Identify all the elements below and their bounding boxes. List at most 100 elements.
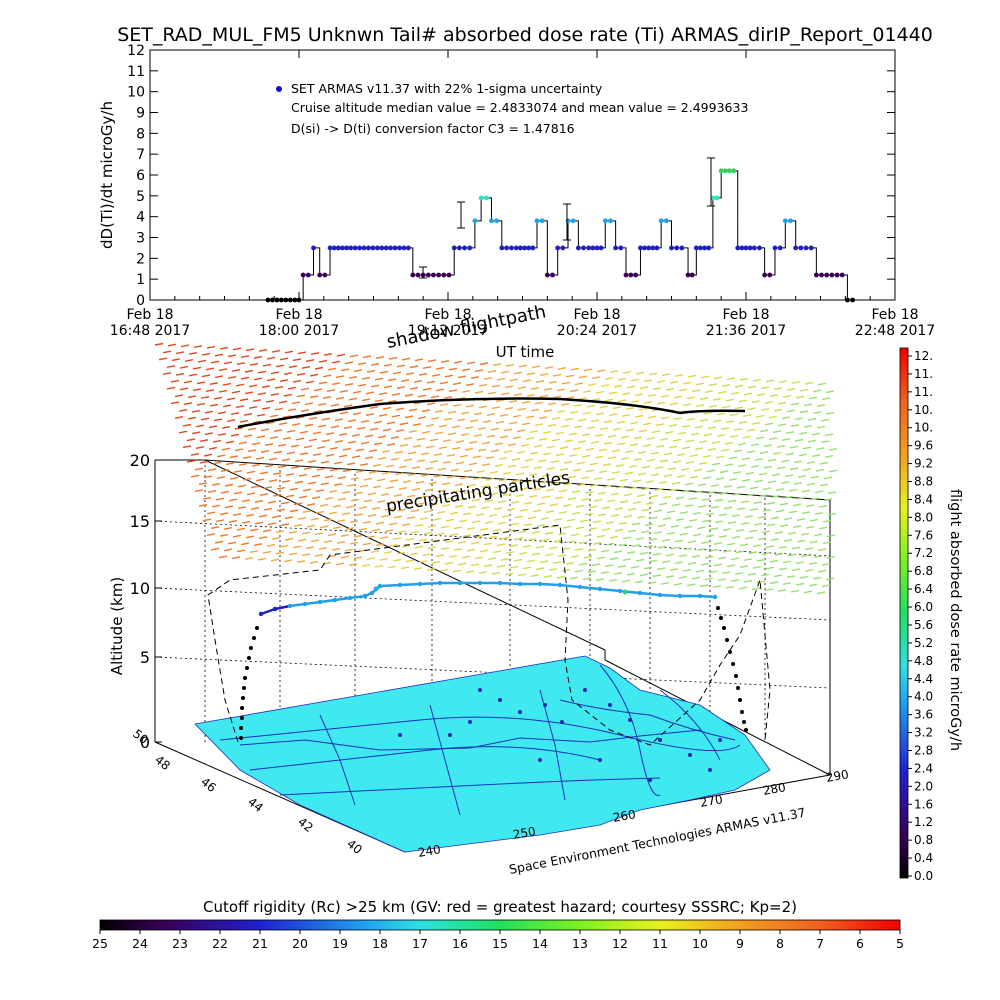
particle-dash [708, 570, 718, 574]
lat-tick-label: 44 [245, 795, 266, 815]
particle-dash [299, 430, 309, 434]
particle-dash [326, 389, 336, 393]
particle-dash [551, 438, 561, 442]
particle-dash [359, 463, 369, 466]
particle-dash [625, 407, 635, 410]
particle-dash [627, 507, 637, 511]
particle-dash [696, 548, 706, 552]
particle-dash [318, 547, 328, 550]
particle-dash [602, 484, 612, 488]
particle-dash [158, 357, 168, 361]
particle-dash [377, 456, 387, 460]
particle-dash [708, 383, 718, 387]
particle-dash [796, 539, 806, 543]
particle-dash [482, 420, 492, 423]
particle-dash [262, 363, 272, 367]
particle-dash [760, 407, 770, 411]
particle-dash [450, 490, 460, 494]
particle-dash [232, 534, 242, 538]
particle-dash [730, 578, 740, 582]
particle-dash [470, 376, 480, 380]
particle-dash [753, 522, 763, 526]
particle-dash [414, 358, 424, 362]
particle-dash [537, 480, 547, 484]
particle-dash [727, 521, 737, 525]
particle-dash [755, 414, 765, 418]
z-tick-label: 15 [130, 512, 150, 531]
particle-dash [426, 402, 436, 406]
particle-dash [500, 370, 510, 374]
data-point [602, 218, 608, 224]
data-point [679, 245, 685, 251]
particle-dash [331, 382, 341, 386]
particle-dash [356, 426, 366, 430]
particle-dash [361, 376, 371, 380]
particle-dash [268, 479, 278, 483]
particle-dash [768, 437, 778, 441]
particle-dash [288, 530, 298, 534]
particle-dash [626, 572, 636, 576]
particle-dash [445, 518, 455, 522]
particle-dash [206, 511, 216, 515]
particle-dash [217, 411, 227, 415]
particle-dash [557, 532, 567, 536]
particle-dash [195, 424, 205, 428]
particle-dash [647, 581, 657, 585]
particle-dash [361, 398, 371, 402]
data-point [335, 245, 341, 251]
particle-dash [762, 487, 772, 491]
particle-dash [618, 543, 628, 547]
particle-dash [357, 362, 367, 366]
particle-dash [259, 471, 269, 475]
particle-dash [564, 439, 574, 443]
particle-dash [466, 527, 476, 531]
particle-dash [366, 557, 376, 561]
particle-dash [455, 440, 465, 443]
particle-dash [383, 363, 393, 367]
particle-dash [166, 365, 176, 369]
particle-dash [249, 550, 259, 553]
particle-dash [579, 519, 589, 523]
particle-dash [536, 524, 546, 528]
particle-dash [358, 527, 368, 531]
particle-dash [382, 428, 392, 432]
data-point [513, 245, 519, 251]
z-tick-label: 5 [140, 648, 150, 667]
particle-dash [314, 366, 324, 370]
particle-dash [544, 366, 554, 370]
particle-dash [778, 567, 788, 571]
particle-dash [279, 379, 289, 382]
particle-dash [191, 409, 201, 413]
particle-dash [360, 441, 370, 445]
flight-segment [659, 593, 681, 598]
particle-dash [720, 448, 730, 452]
particle-dash [509, 565, 519, 569]
particle-dash [556, 388, 566, 392]
particle-dash [248, 384, 258, 388]
particle-dash [803, 424, 813, 428]
data-point [555, 245, 561, 251]
particle-dash [475, 534, 485, 538]
particle-dash [417, 394, 427, 398]
flight-segment [399, 582, 421, 587]
particle-dash [535, 545, 545, 549]
particle-dash [674, 374, 684, 377]
data-point [772, 245, 778, 251]
particle-dash [313, 409, 323, 413]
cbar-tick-label: 0.0 [914, 869, 933, 883]
particle-dash [448, 367, 458, 371]
particle-dash [656, 380, 666, 384]
particle-dash [729, 413, 739, 417]
particle-dash [293, 523, 303, 527]
legend-series-label: SET ARMAS v11.37 with 22% 1-sigma uncert… [291, 81, 603, 96]
cbar-tick-label: 11. [914, 367, 933, 381]
particle-dash [585, 447, 595, 451]
particle-dash [391, 414, 401, 418]
top-x-axis-label: UT time [496, 343, 555, 361]
particle-dash [320, 460, 330, 464]
particle-dash [413, 379, 423, 383]
particle-dash [571, 490, 581, 494]
particle-dash [772, 451, 782, 455]
bottom-cbar-tick-label: 23 [172, 936, 188, 951]
particle-dash [269, 436, 279, 439]
